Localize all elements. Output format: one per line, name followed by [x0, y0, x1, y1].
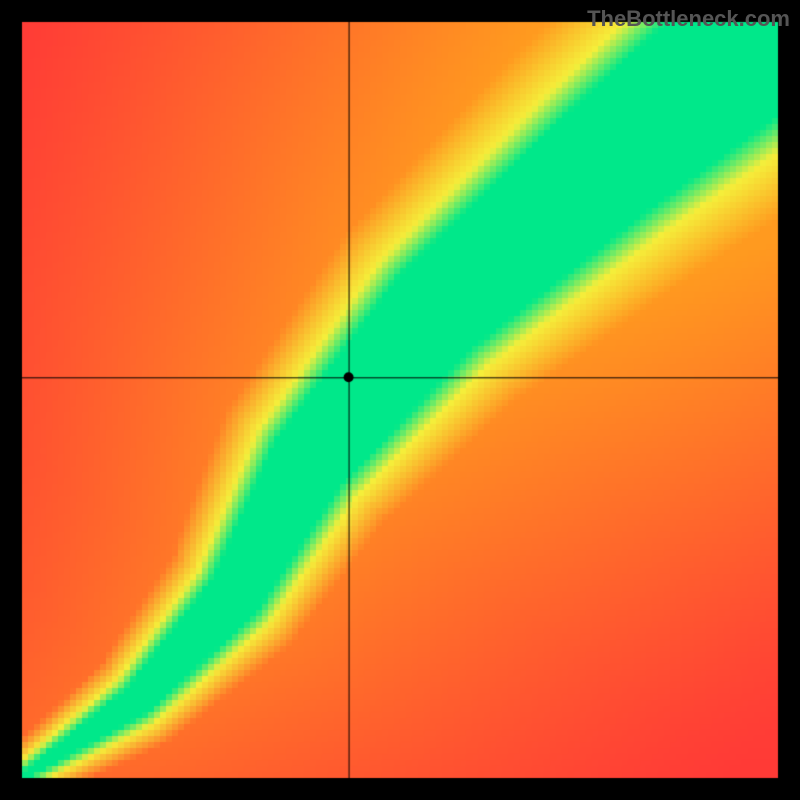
heatmap-canvas — [0, 0, 800, 800]
root: TheBottleneck.com — [0, 0, 800, 800]
watermark-text: TheBottleneck.com — [587, 6, 790, 32]
